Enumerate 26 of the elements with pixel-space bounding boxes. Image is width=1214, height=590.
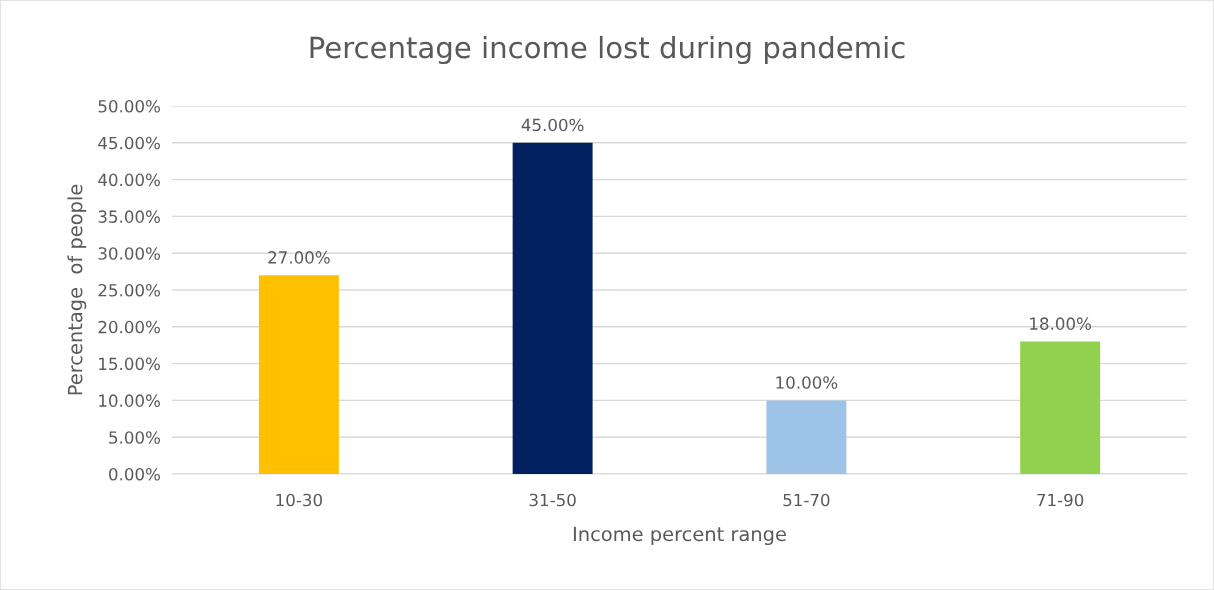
chart-title: Percentage income lost during pandemic xyxy=(310,35,905,65)
y-tick-label: 10.00% xyxy=(99,394,160,407)
y-tick-label: 15.00% xyxy=(99,357,160,371)
y-tick-label: 50.00% xyxy=(98,99,160,113)
bar xyxy=(1020,341,1101,474)
x-tick-label: 71-90 xyxy=(1037,493,1084,507)
x-tick-label: 31-50 xyxy=(529,493,576,507)
data-label: 18.00% xyxy=(1030,317,1091,330)
y-tick-label: 20.00% xyxy=(98,320,160,334)
data-label: 27.00% xyxy=(268,251,330,264)
y-tick-label: 25.00% xyxy=(98,283,160,297)
y-tick-label: 0.00% xyxy=(109,467,160,481)
y-tick-label: 30.00% xyxy=(98,247,160,260)
bar xyxy=(766,400,847,474)
y-tick-label: 45.00% xyxy=(98,136,160,150)
y-axis-title: Percentage of people xyxy=(67,184,87,395)
y-tick-label: 35.00% xyxy=(98,210,160,223)
x-axis-title: Income percent range xyxy=(573,526,786,546)
bar xyxy=(258,275,339,474)
x-tick-label: 10-30 xyxy=(276,493,322,507)
data-label: 10.00% xyxy=(776,376,838,389)
y-tick-label: 40.00% xyxy=(98,173,160,187)
y-tick-label: 5.00% xyxy=(109,431,160,444)
bar xyxy=(512,142,593,474)
data-label: 45.00% xyxy=(521,118,584,132)
x-tick-label: 51-70 xyxy=(783,493,830,507)
